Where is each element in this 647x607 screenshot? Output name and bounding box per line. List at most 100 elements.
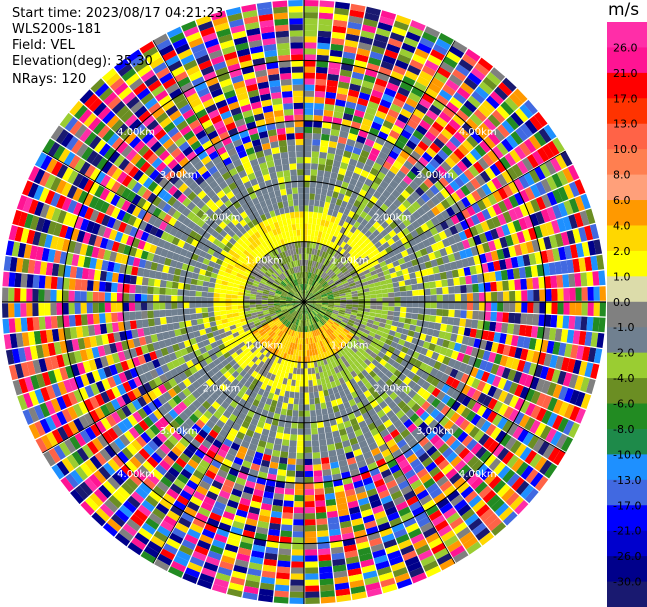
velocity-cell	[354, 485, 366, 495]
velocity-cell	[475, 264, 483, 274]
velocity-cell	[444, 245, 454, 255]
velocity-cell	[326, 291, 333, 295]
velocity-cell	[185, 236, 194, 245]
velocity-cell	[468, 165, 480, 178]
velocity-cell	[426, 394, 436, 405]
velocity-cell	[528, 253, 537, 266]
velocity-cell	[323, 345, 329, 352]
velocity-cell	[131, 399, 142, 411]
velocity-cell	[269, 323, 276, 329]
velocity-cell	[567, 164, 580, 181]
velocity-cell	[177, 289, 184, 296]
velocity-cell	[353, 480, 364, 489]
velocity-cell	[237, 305, 244, 309]
velocity-cell	[363, 74, 376, 84]
velocity-cell	[349, 269, 357, 275]
velocity-cell	[247, 367, 255, 376]
velocity-cell	[307, 223, 312, 230]
velocity-cell	[178, 516, 192, 529]
velocity-cell	[385, 155, 396, 165]
velocity-cell	[497, 124, 510, 138]
velocity-cell	[409, 134, 421, 146]
velocity-cell	[112, 454, 125, 468]
velocity-cell	[281, 445, 289, 453]
velocity-cell	[300, 362, 304, 369]
velocity-cell	[300, 326, 303, 333]
velocity-cell	[246, 574, 261, 583]
velocity-cell	[72, 403, 84, 418]
velocity-cell	[226, 263, 234, 271]
velocity-cell	[438, 32, 454, 46]
velocity-cell	[222, 276, 230, 282]
velocity-cell	[396, 194, 407, 204]
velocity-cell	[569, 389, 580, 405]
velocity-cell	[342, 259, 349, 266]
velocity-cell	[414, 161, 425, 172]
velocity-cell	[310, 229, 316, 237]
velocity-cell	[85, 220, 96, 233]
velocity-cell	[157, 356, 167, 366]
velocity-cell	[557, 202, 568, 217]
velocity-cell	[99, 201, 110, 214]
velocity-cell	[290, 310, 296, 315]
velocity-cell	[330, 256, 336, 263]
velocity-cell	[313, 385, 319, 393]
velocity-cell	[447, 168, 459, 180]
velocity-cell	[217, 254, 226, 261]
velocity-cell	[508, 345, 517, 358]
velocity-cell	[379, 180, 389, 190]
velocity-cell	[286, 470, 296, 477]
velocity-cell	[23, 244, 32, 259]
velocity-cell	[291, 561, 304, 568]
velocity-cell	[375, 233, 384, 241]
velocity-cell	[186, 479, 199, 491]
velocity-cell	[342, 51, 356, 60]
velocity-cell	[413, 538, 428, 550]
velocity-cell	[55, 179, 67, 194]
velocity-cell	[12, 209, 23, 226]
velocity-cell	[356, 47, 371, 57]
velocity-cell	[439, 61, 455, 74]
velocity-cell	[285, 299, 293, 301]
velocity-cell	[148, 512, 163, 525]
velocity-cell	[375, 516, 389, 526]
velocity-cell	[265, 442, 274, 450]
velocity-cell	[313, 317, 318, 323]
velocity-cell	[154, 246, 163, 256]
velocity-cell	[555, 355, 564, 370]
velocity-cell	[311, 311, 316, 317]
velocity-cell	[430, 377, 441, 387]
velocity-cell	[177, 391, 187, 401]
velocity-cell	[99, 270, 108, 282]
velocity-cell	[362, 351, 370, 359]
velocity-cell	[163, 241, 172, 251]
velocity-cell	[260, 576, 275, 585]
velocity-cell	[403, 418, 414, 429]
velocity-cell	[277, 314, 284, 319]
velocity-cell	[336, 447, 345, 456]
velocity-cell	[487, 331, 495, 342]
velocity-cell	[369, 290, 377, 295]
velocity-cell	[304, 175, 311, 182]
velocity-cell	[525, 402, 536, 417]
velocity-cell	[110, 411, 122, 424]
velocity-cell	[343, 228, 350, 236]
velocity-cell	[325, 492, 336, 501]
velocity-cell	[293, 337, 297, 344]
velocity-cell	[236, 338, 244, 345]
velocity-cell	[338, 288, 345, 293]
velocity-cell	[318, 243, 323, 251]
velocity-cell	[39, 418, 52, 434]
velocity-cell	[117, 421, 129, 434]
velocity-cell	[291, 379, 296, 387]
velocity-cell	[294, 355, 299, 363]
velocity-cell	[308, 343, 312, 351]
velocity-cell	[421, 167, 432, 178]
velocity-cell	[41, 247, 50, 262]
velocity-cell	[504, 436, 517, 451]
velocity-cell	[452, 521, 468, 535]
velocity-cell	[346, 333, 353, 340]
velocity-cell	[357, 497, 370, 506]
velocity-cell	[93, 470, 107, 484]
velocity-cell	[435, 401, 446, 412]
